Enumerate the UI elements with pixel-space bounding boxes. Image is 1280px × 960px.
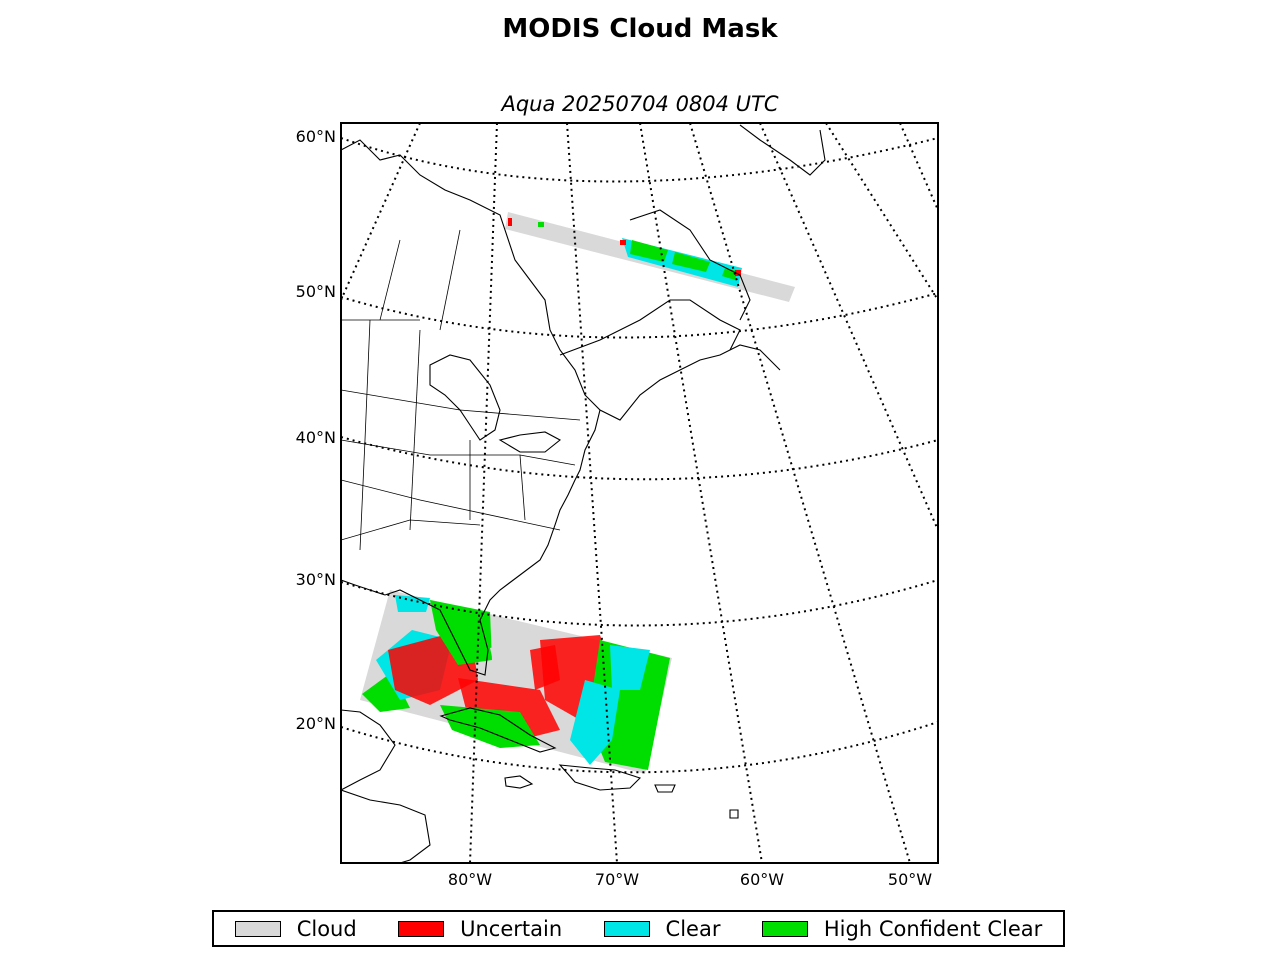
lon-label-50w: 50°W bbox=[887, 870, 933, 889]
legend-label-cloud: Cloud bbox=[296, 916, 357, 941]
figure-subtitle: Aqua 20250704 0804 UTC bbox=[501, 92, 779, 116]
legend-item-uncertain: Uncertain bbox=[398, 917, 562, 941]
lat-label-40n: 40°N bbox=[295, 428, 336, 447]
legend-label-uncertain: Uncertain bbox=[460, 916, 563, 941]
legend-label-clear: Clear bbox=[665, 916, 721, 941]
lon-label-80w: 80°W bbox=[447, 870, 493, 889]
graticule bbox=[341, 123, 938, 863]
legend-item-high-confident-clear: High Confident Clear bbox=[761, 916, 1043, 941]
figure-title: MODIS Cloud Mask bbox=[502, 14, 778, 44]
legend-item-clear: Clear bbox=[603, 916, 721, 941]
lat-label-60n: 60°N bbox=[295, 127, 336, 146]
legend-swatch-cloud bbox=[234, 920, 281, 937]
swath-south bbox=[360, 590, 672, 774]
lat-label-30n: 30°N bbox=[295, 570, 336, 589]
legend-swatch-uncertain bbox=[398, 920, 445, 937]
legend: Cloud Uncertain Clear High Confident Cle… bbox=[212, 910, 1065, 947]
legend-swatch-clear bbox=[603, 920, 650, 937]
lon-label-60w: 60°W bbox=[739, 870, 785, 889]
legend-item-cloud: Cloud bbox=[234, 916, 357, 941]
map-frame bbox=[340, 122, 939, 864]
state-borders bbox=[341, 229, 581, 551]
coastlines bbox=[341, 124, 826, 863]
lat-label-50n: 50°N bbox=[295, 282, 336, 301]
swath-north bbox=[505, 212, 795, 302]
lat-label-20n: 20°N bbox=[295, 714, 336, 733]
legend-swatch-high-confident-clear bbox=[761, 920, 808, 937]
lon-label-70w: 70°W bbox=[594, 870, 640, 889]
legend-label-high-confident-clear: High Confident Clear bbox=[823, 916, 1043, 941]
